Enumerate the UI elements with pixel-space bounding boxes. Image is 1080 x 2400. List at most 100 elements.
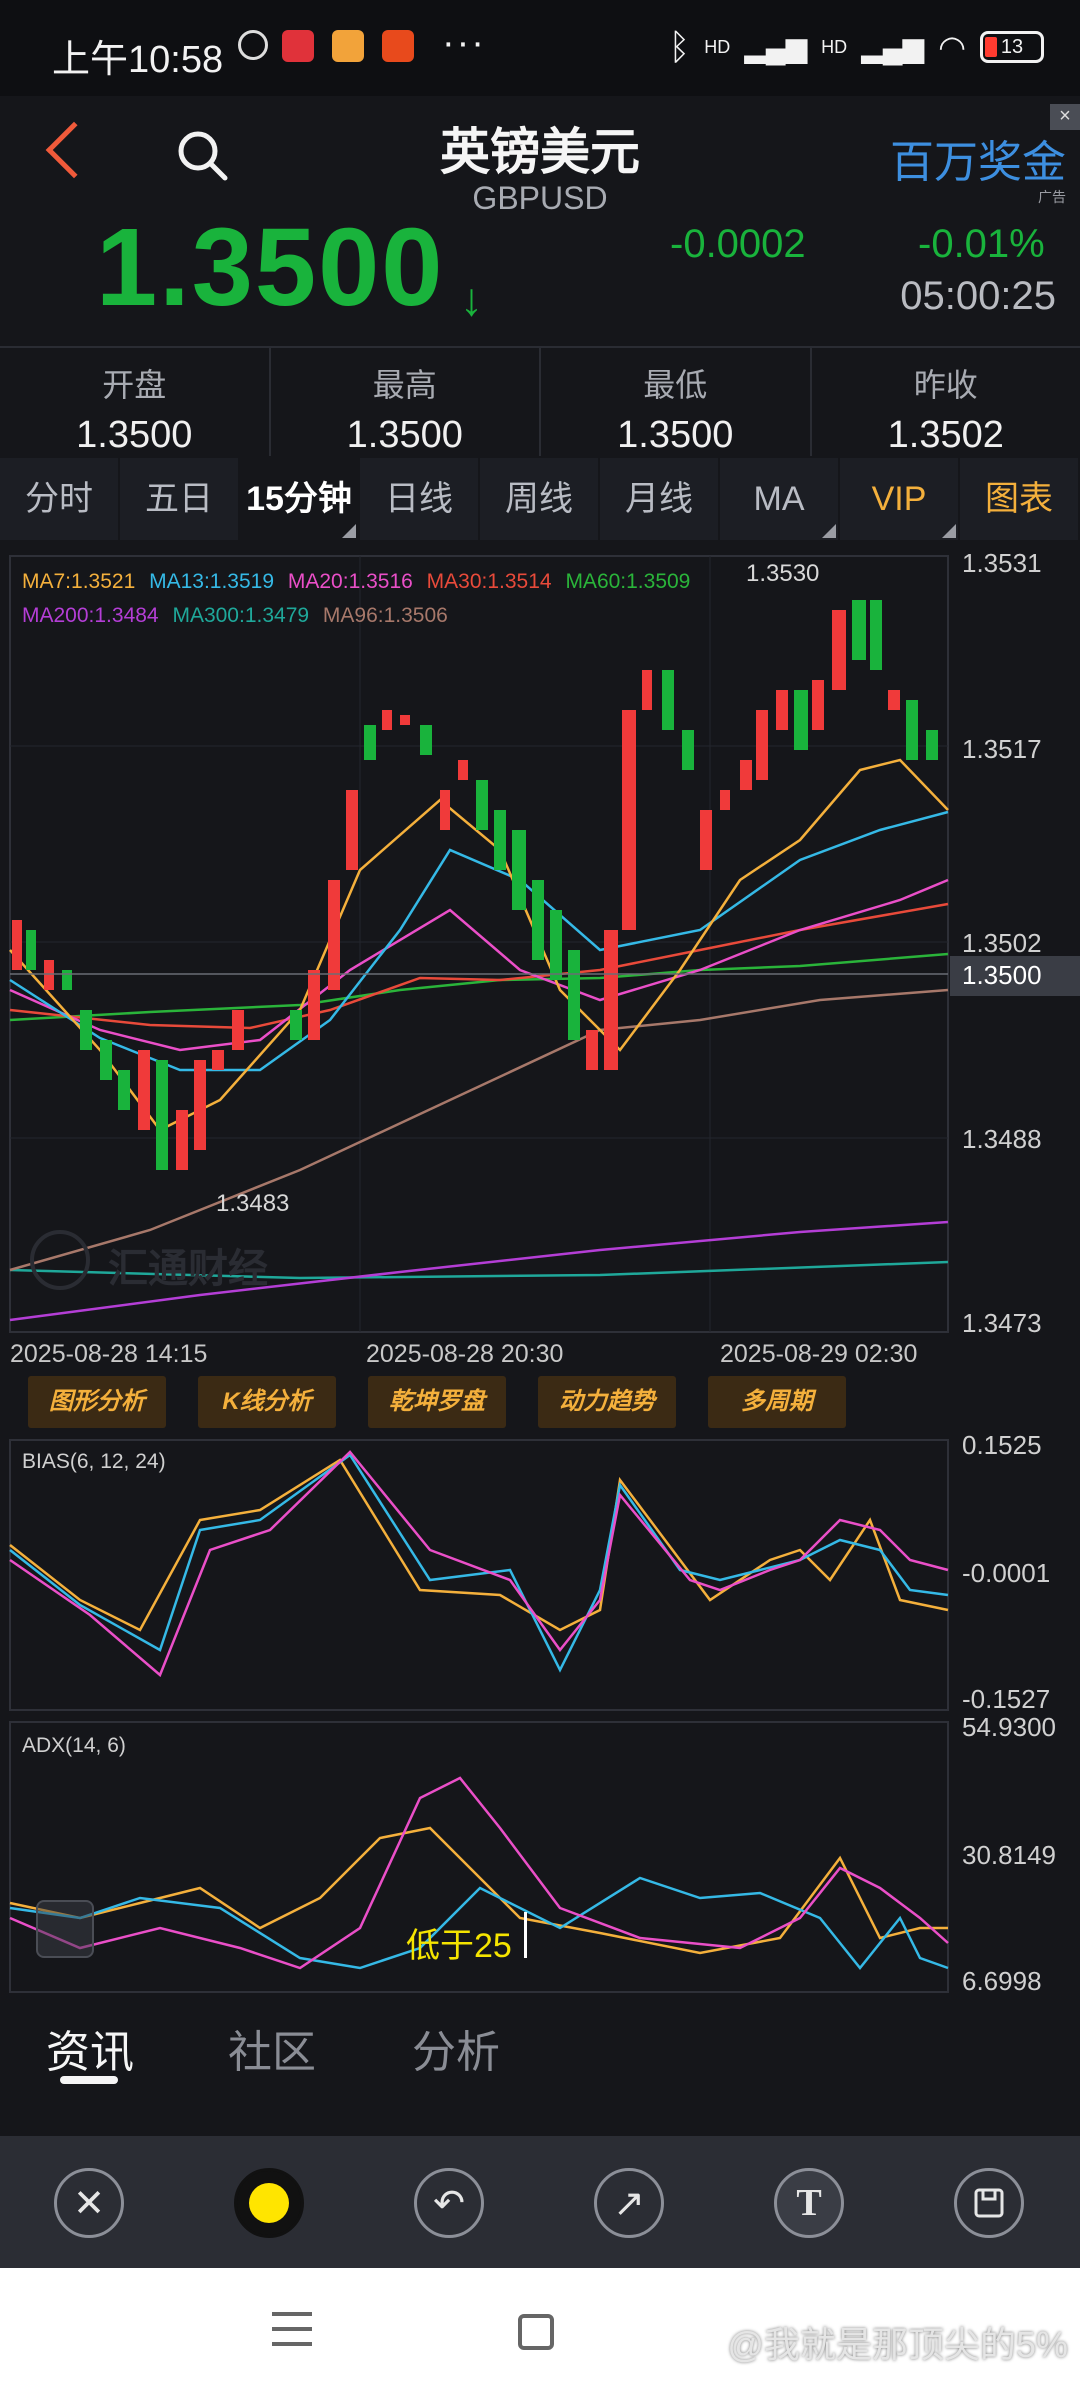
tab-vip[interactable]: VIP [840, 458, 960, 540]
candles [12, 600, 938, 1170]
pattern-analysis-button[interactable]: 图形分析 [28, 1376, 166, 1428]
ad-banner[interactable]: 百万奖金 [890, 138, 1066, 187]
bias-chart[interactable] [0, 1430, 1080, 1720]
period-tabs: 分时 五日 15分钟 日线 周线 月线 MA VIP 图表 [0, 458, 1080, 540]
candle [62, 970, 72, 990]
tab-weekly[interactable]: 周线 [480, 458, 600, 540]
candlestick-chart[interactable] [0, 550, 1080, 1350]
ma200-legend: MA200:1.3484 [22, 604, 159, 627]
page-title: 英镑美元 [440, 124, 640, 180]
y-label: 1.3488 [962, 1124, 1042, 1154]
battery-icon: 13 [980, 31, 1044, 63]
candle [308, 970, 320, 1040]
tab-community[interactable]: 社区 [228, 2028, 316, 2077]
candle [604, 930, 618, 1070]
more-notifications-icon: ··· [442, 22, 486, 64]
save-icon[interactable] [954, 2168, 1024, 2238]
ma200-line [9, 1220, 949, 1322]
low-marker: 1.3483 [216, 1190, 290, 1217]
text-annotation[interactable]: 低于25 [406, 1927, 512, 1965]
search-icon[interactable] [175, 128, 229, 182]
compass-button[interactable]: 乾坤罗盘 [368, 1376, 506, 1428]
price-change: -0.0002 [670, 222, 806, 266]
adx-title: ADX(14, 6) [22, 1734, 126, 1757]
multi-period-button[interactable]: 多周期 [708, 1376, 846, 1428]
system-nav-bar [0, 2268, 1080, 2400]
home-icon[interactable] [518, 2314, 554, 2350]
candle [512, 830, 526, 910]
tab-intraday[interactable]: 分时 [0, 458, 120, 540]
alarm-icon [238, 30, 268, 60]
tab-news[interactable]: 资讯 [46, 2028, 134, 2077]
adx-y-label: 6.6998 [962, 1966, 1042, 1996]
candle [682, 730, 694, 770]
adx-lines [9, 1776, 949, 1971]
quote-time: 05:00:25 [900, 274, 1056, 318]
tab-daily[interactable]: 日线 [360, 458, 480, 540]
save-glyph [974, 2188, 1004, 2218]
tab-chart-settings[interactable]: 图表 [960, 458, 1080, 540]
pdi-line [9, 1876, 949, 1971]
tab-ma[interactable]: MA [720, 458, 840, 540]
tab-15min[interactable]: 15分钟 [240, 458, 360, 540]
open-value: 1.3500 [76, 414, 193, 456]
candle [212, 1050, 224, 1070]
shopping-notification-icon [382, 30, 414, 62]
candle [812, 680, 824, 730]
drawing-toolbar [0, 2136, 1080, 2268]
bias-y-label: -0.1527 [962, 1684, 1051, 1714]
ma300-legend: MA300:1.3479 [172, 604, 310, 627]
ma30-line [9, 902, 949, 1030]
candle [420, 725, 432, 755]
adx-y-label: 54.9300 [962, 1712, 1056, 1742]
close-drawing-icon[interactable]: ✕ [54, 2168, 124, 2238]
high-label: 最高 [372, 367, 437, 403]
tab-analysis[interactable]: 分析 [412, 2028, 500, 2077]
ma20-line [9, 878, 949, 1052]
ad-close-icon[interactable]: × [1050, 104, 1080, 130]
ma96-legend: MA96:1.3506 [322, 604, 448, 627]
menu-icon-bar [272, 2327, 312, 2331]
undo-icon[interactable]: ↶ [414, 2168, 484, 2238]
kline-analysis-button[interactable]: K线分析 [198, 1376, 336, 1428]
arrow-tool-icon[interactable]: ↗ [594, 2168, 664, 2238]
candle [776, 690, 788, 730]
tab-five-day[interactable]: 五日 [120, 458, 240, 540]
y-label: 1.3473 [962, 1308, 1042, 1338]
candle [662, 670, 674, 730]
bias24-line [9, 1450, 949, 1678]
candle [364, 725, 376, 760]
candle [328, 880, 340, 990]
candle [888, 690, 900, 710]
text-tool-icon[interactable]: T [774, 2168, 844, 2238]
bias-lines [9, 1450, 949, 1678]
ohlc-summary: 开盘 1.3500 最高 1.3500 最低 1.3500 昨收 1.3502 [0, 346, 1080, 456]
candle [720, 790, 730, 810]
adx-chart[interactable] [0, 1718, 1080, 1998]
candle [176, 1110, 188, 1170]
candle [138, 1050, 150, 1130]
prev-close-label: 昨收 [913, 367, 978, 403]
ma-legend-row1: MA7:1.3521 MA13:1.3519 MA20:1.3516 MA30:… [22, 570, 690, 594]
candle [870, 600, 882, 670]
color-picker-icon[interactable] [234, 2168, 304, 2238]
candle [12, 920, 22, 970]
app-notification-icon [282, 30, 314, 62]
menu-icon[interactable] [272, 2312, 312, 2346]
watermark-logo-icon [30, 1230, 90, 1290]
candle [906, 700, 918, 760]
ma30-legend: MA30:1.3514 [426, 570, 552, 593]
signal-bars-icon: ▂▄▆ [744, 31, 808, 63]
candle [440, 790, 450, 830]
momentum-trend-button[interactable]: 动力趋势 [538, 1376, 676, 1428]
ma7-legend: MA7:1.3521 [22, 570, 136, 593]
chart-watermark: 汇通财经 [108, 1247, 268, 1291]
tab-monthly[interactable]: 月线 [600, 458, 720, 540]
candle [100, 1040, 112, 1080]
adx-line [9, 1826, 948, 1955]
mdi-line [9, 1776, 949, 1970]
candle [26, 930, 36, 970]
y-label: 1.3517 [962, 734, 1042, 764]
candle [290, 1010, 302, 1040]
floating-tool-icon[interactable] [36, 1900, 94, 1958]
